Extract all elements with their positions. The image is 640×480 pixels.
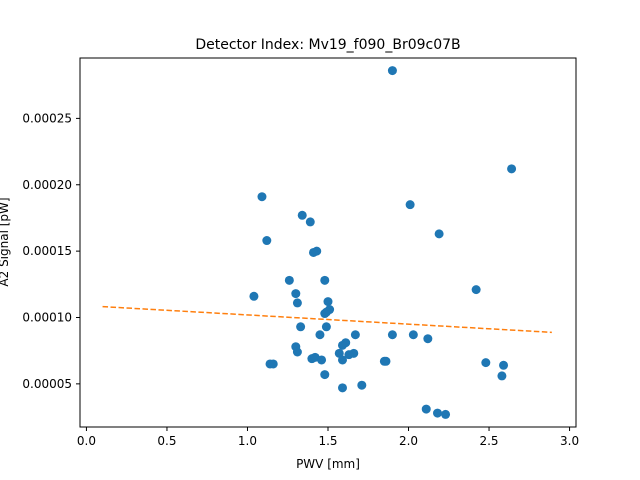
- data-point: [387, 66, 397, 76]
- x-tick-label: 0.5: [157, 434, 176, 448]
- data-point: [292, 298, 302, 308]
- data-point: [344, 350, 354, 360]
- data-point: [423, 334, 433, 344]
- data-point: [297, 210, 307, 220]
- data-point: [305, 217, 315, 227]
- data-point: [433, 408, 443, 418]
- y-tick-label: 0.00025: [22, 111, 72, 125]
- x-tick-label: 0.0: [77, 434, 96, 448]
- y-tick-label: 0.00005: [22, 377, 72, 391]
- data-point: [262, 236, 272, 246]
- data-point: [337, 340, 347, 350]
- data-point: [350, 330, 360, 340]
- y-axis-label: A2 Signal [pW]: [0, 197, 11, 286]
- x-tick-label: 2.5: [479, 434, 498, 448]
- data-point: [357, 380, 367, 390]
- x-tick-label: 1.5: [318, 434, 337, 448]
- y-tick-label: 0.00010: [22, 310, 72, 324]
- x-axis-label: PWV [mm]: [296, 457, 360, 471]
- x-tick-label: 1.0: [238, 434, 257, 448]
- data-point: [337, 355, 347, 365]
- x-tick-label: 2.0: [399, 434, 418, 448]
- y-tick-label: 0.00020: [22, 178, 72, 192]
- data-point: [405, 200, 415, 210]
- data-point: [434, 229, 444, 239]
- data-point: [441, 409, 451, 419]
- data-point: [323, 297, 333, 307]
- data-point: [284, 275, 294, 285]
- data-point: [471, 285, 481, 295]
- data-point: [320, 275, 330, 285]
- data-point: [337, 383, 347, 393]
- x-axis-ticks: 0.0 0.5 1.0 1.5 2.0 2.5 3.0: [77, 427, 579, 448]
- data-point: [291, 289, 301, 299]
- data-point: [309, 247, 319, 257]
- y-axis-ticks: 0.00005 0.00010 0.00015 0.00020 0.00025: [22, 111, 80, 391]
- y-tick-label: 0.00015: [22, 244, 72, 258]
- data-point: [296, 322, 306, 332]
- data-point: [268, 359, 278, 369]
- data-point: [481, 358, 491, 368]
- fit-line: [102, 305, 552, 334]
- data-point: [421, 404, 431, 414]
- data-points-layer: [249, 66, 517, 419]
- data-point: [507, 164, 517, 174]
- data-point: [408, 330, 418, 340]
- data-point: [379, 356, 389, 366]
- data-point: [317, 355, 327, 365]
- x-tick-label: 3.0: [560, 434, 579, 448]
- data-point: [315, 330, 325, 340]
- data-point: [257, 192, 267, 202]
- data-point: [249, 291, 259, 301]
- data-point: [387, 330, 397, 340]
- data-point: [292, 347, 302, 357]
- data-point: [320, 370, 330, 380]
- data-point: [321, 322, 331, 332]
- data-point: [499, 360, 509, 370]
- data-point: [497, 371, 507, 381]
- chart-title: Detector Index: Mv19_f090_Br09c07B: [195, 37, 460, 53]
- fit-line-layer: [102, 305, 552, 334]
- plot-area: [102, 66, 552, 419]
- data-point: [320, 309, 330, 319]
